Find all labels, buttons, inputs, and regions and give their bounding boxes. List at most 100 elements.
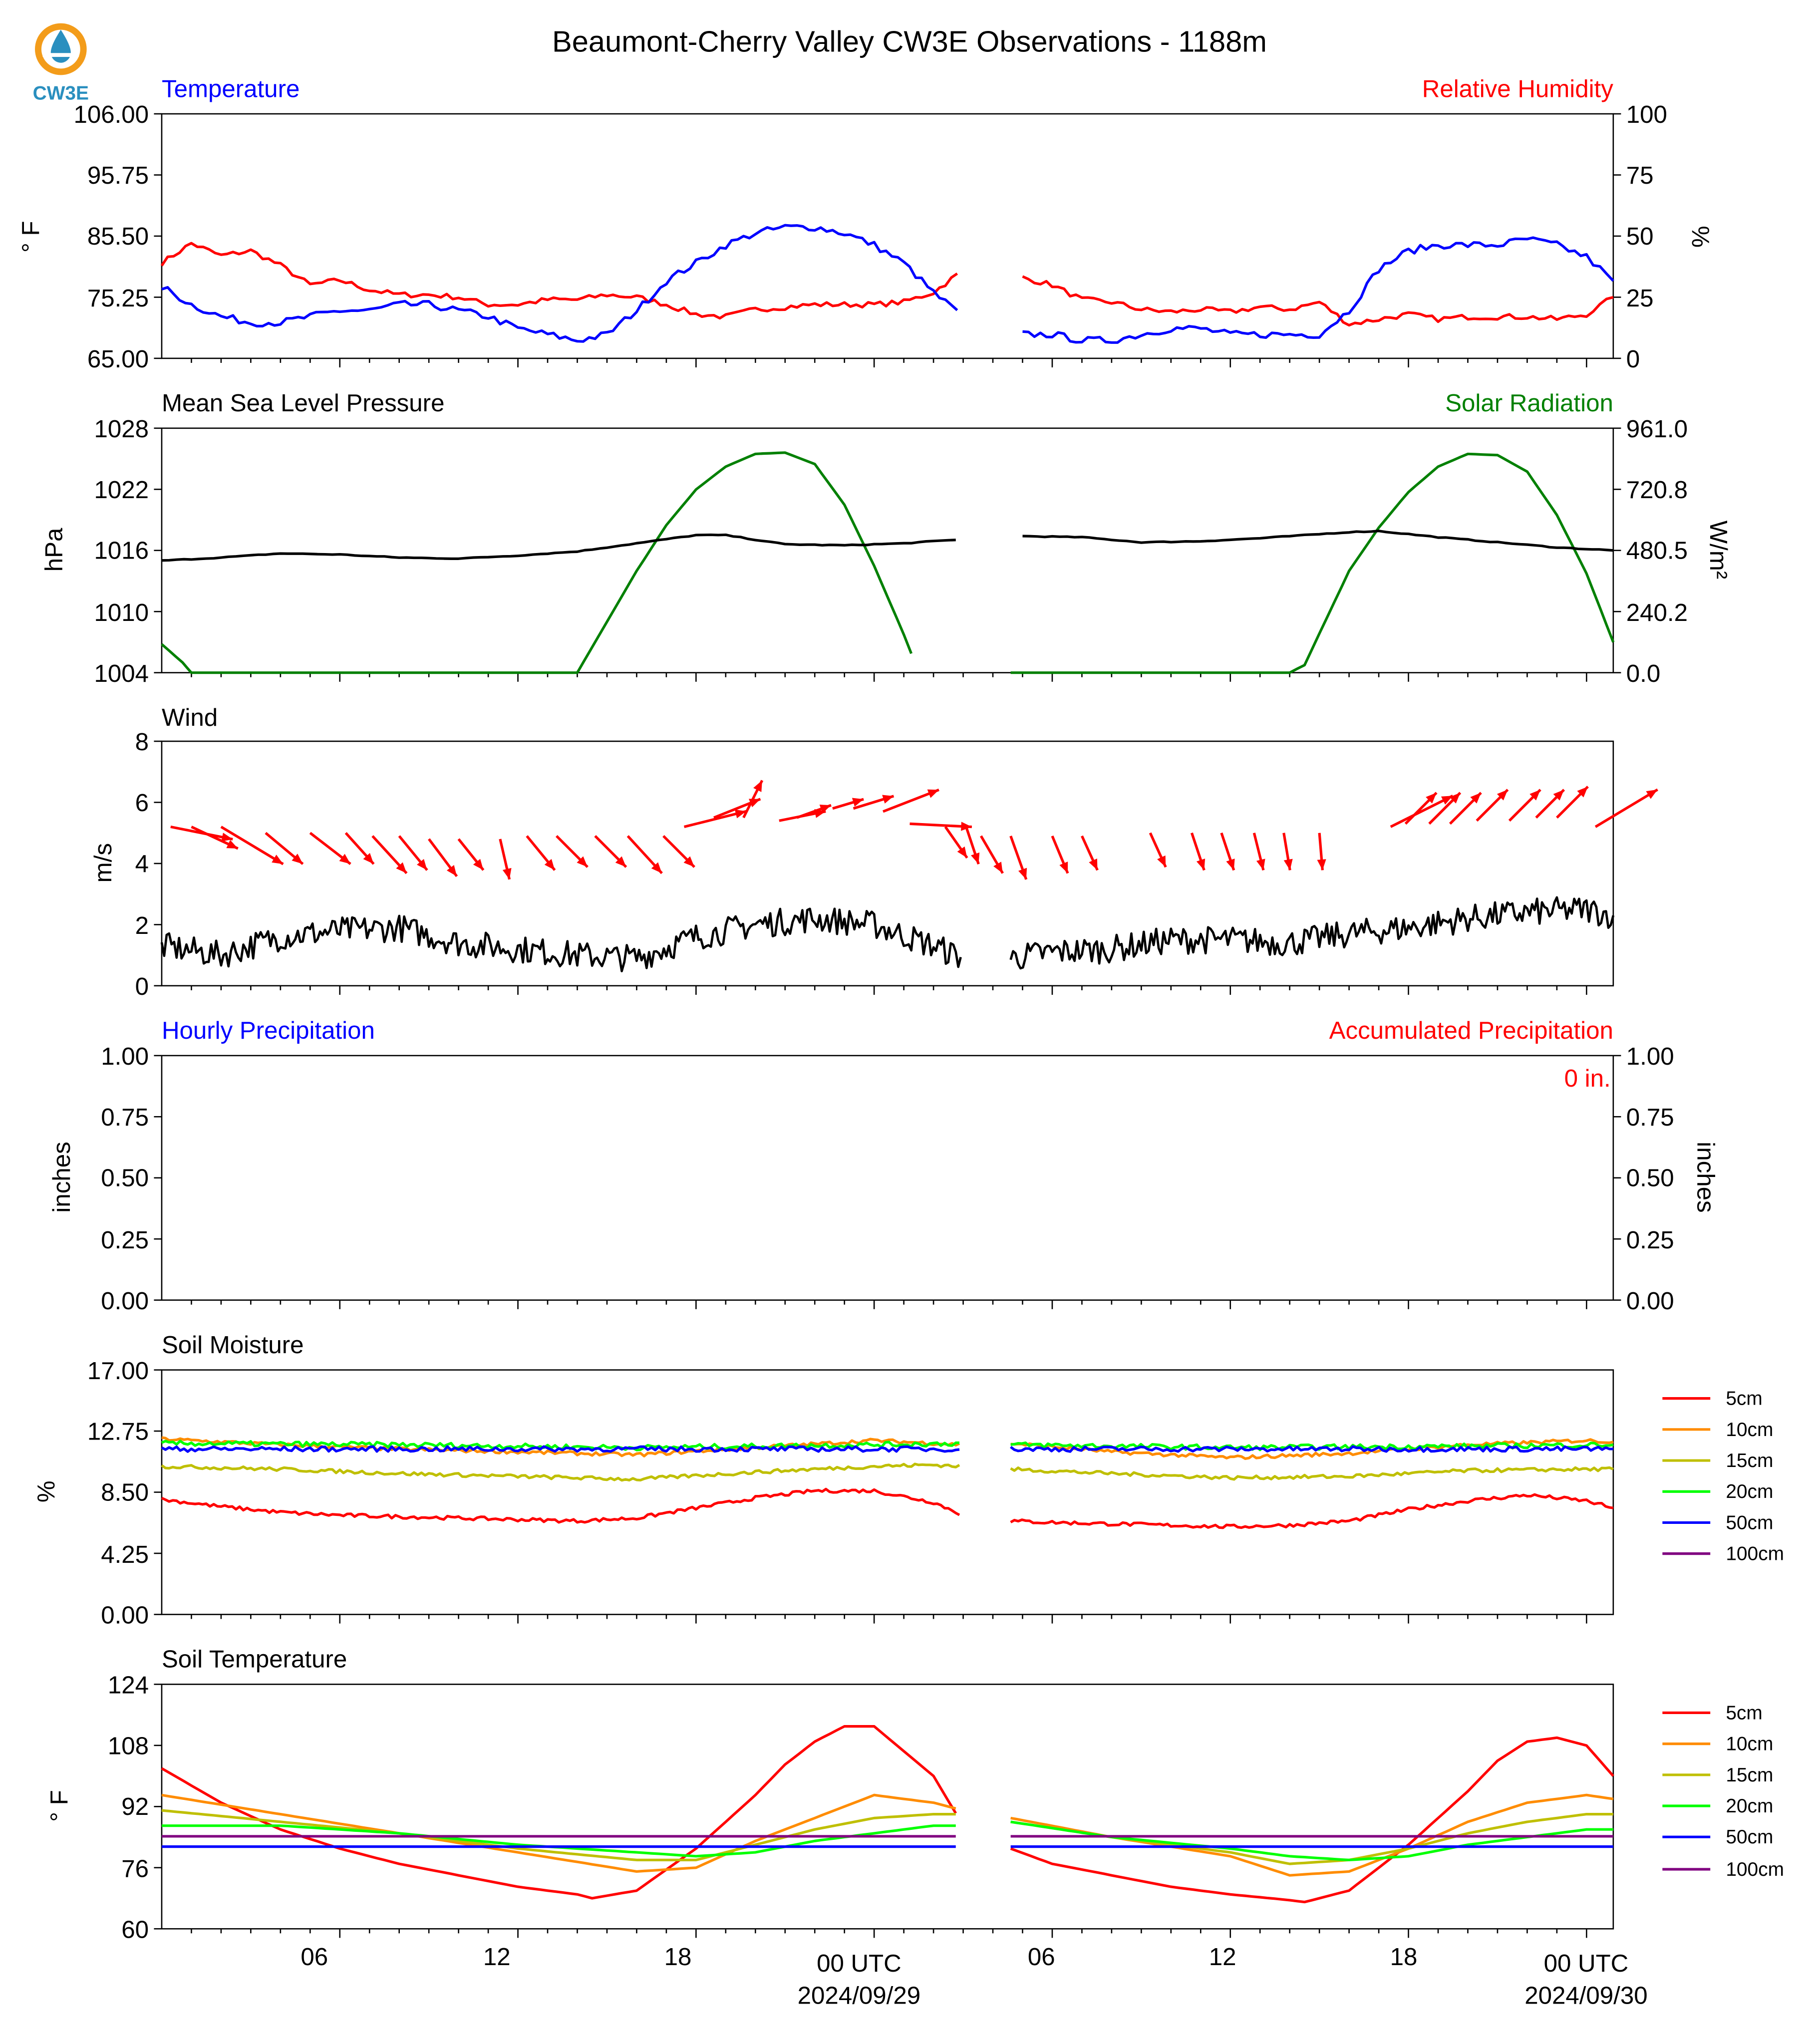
accum-ytick-2: 0.50 <box>1626 1164 1674 1192</box>
series-line-15cm <box>161 1462 960 1482</box>
wind-arrow-head <box>753 780 762 792</box>
wind-arrow-head <box>1553 790 1564 801</box>
humidity-ytick-2: 50 <box>1626 223 1654 250</box>
wind-arrow-head <box>927 789 939 798</box>
series-line-mean-sea-level-pressure <box>161 533 956 562</box>
wind-arrow-head <box>226 840 238 849</box>
wind-arrow-head <box>1529 790 1540 801</box>
soil-moisture-yaxis-label: % <box>32 1480 60 1502</box>
soil-temp-legend-10cm: 10cm <box>1726 1734 1773 1755</box>
series-line-10cm <box>161 1436 960 1457</box>
solar-ytick-4: 0.0 <box>1626 660 1660 687</box>
wind-arrow-head <box>683 856 695 868</box>
wind-arrow-head <box>502 868 512 879</box>
wind-arrow-head <box>363 853 374 864</box>
temperature-title: Temperature <box>162 75 300 102</box>
solar-title: Solar Radiation <box>1445 389 1613 417</box>
soil-moisture-plot-frame <box>161 1369 1614 1615</box>
pressure-ytick-3: 1010 <box>94 599 149 626</box>
wind-arrow-head <box>1196 859 1206 871</box>
temperature-ytick-1: 95.75 <box>87 162 149 189</box>
soil-temp-title: Soil Temperature <box>162 1646 347 1673</box>
precip-ytick-4: 0.00 <box>101 1287 149 1315</box>
soil-moisture-legend-10cm: 10cm <box>1726 1419 1773 1441</box>
series-line-relative-humidity <box>1022 275 1614 327</box>
wind-arrow-head <box>339 854 351 864</box>
series-line-50cm <box>161 1445 960 1453</box>
wind-arrow-head <box>1089 858 1098 871</box>
wind-arrow-head <box>960 822 972 831</box>
series-line-5cm <box>1010 1493 1614 1529</box>
solar-yaxis-label: W/m² <box>1705 521 1732 580</box>
humidity-ytick-4: 0 <box>1626 345 1640 373</box>
series-line-10cm <box>161 1793 956 1873</box>
wind-arrow-head <box>473 859 484 871</box>
wind-arrow-head <box>1577 786 1588 798</box>
x-tick-label: 12 <box>483 1943 511 1971</box>
wind-arrow-head <box>993 862 1003 873</box>
wind-arrow-head <box>957 846 967 858</box>
x-tick-date: 2024/09/29 <box>798 1982 920 2010</box>
soil-temp-ytick-1: 108 <box>108 1732 149 1759</box>
wind-arrow-head <box>615 856 626 868</box>
accum-precip-title: Accumulated Precipitation <box>1329 1017 1613 1044</box>
precip-ytick-3: 0.25 <box>101 1226 149 1254</box>
soil-temp-legend-50cm: 50cm <box>1726 1826 1773 1848</box>
wind-arrow-head <box>970 852 980 865</box>
accum-precip-total: 0 in. <box>1564 1065 1611 1092</box>
soil-moisture-ytick-2: 8.50 <box>101 1478 149 1506</box>
wind-arrow-head <box>221 833 233 842</box>
humidity-title: Relative Humidity <box>1422 75 1613 102</box>
pressure-panel: Mean Sea Level Pressure Solar Radiation … <box>40 389 1732 687</box>
soil-moisture-legend-20cm: 20cm <box>1726 1481 1773 1502</box>
wind-ytick-1: 6 <box>135 789 149 817</box>
soil-temp-legend-100cm: 100cm <box>1726 1859 1784 1880</box>
precip-ytick-2: 0.50 <box>101 1164 149 1192</box>
wind-arrow-head <box>1283 859 1293 871</box>
series-line-10cm <box>1010 1438 1614 1460</box>
soil-temp-legend-20cm: 20cm <box>1726 1795 1773 1817</box>
x-tick-label: 06 <box>1028 1943 1055 1971</box>
x-tick-label: 00 UTC <box>817 1950 902 1977</box>
soil-moisture-legend-5cm: 5cm <box>1726 1388 1762 1410</box>
series-line-5cm <box>161 1487 960 1524</box>
series-line-5cm <box>1010 1736 1614 1904</box>
soil-moisture-panel: Soil Moisture 17.00 12.75 8.50 4.25 0.00… <box>32 1331 1784 1629</box>
soil-moisture-ytick-1: 12.75 <box>87 1418 149 1446</box>
temperature-ytick-3: 75.25 <box>87 285 149 312</box>
pressure-ytick-2: 1016 <box>94 537 149 565</box>
pressure-plot-frame <box>161 427 1614 673</box>
wind-ytick-2: 4 <box>135 850 149 877</box>
wind-arrow-head <box>272 855 284 865</box>
wind-plot-frame <box>161 740 1614 987</box>
soil-temp-legend: 5cm 10cm 15cm 20cm 50cm 100cm <box>1662 1702 1784 1880</box>
soil-moisture-legend-15cm: 15cm <box>1726 1450 1773 1471</box>
solar-ytick-2: 480.5 <box>1626 537 1688 565</box>
wind-ytick-0: 8 <box>135 728 149 756</box>
wind-arrow-head <box>651 862 662 873</box>
wind-arrow-head <box>417 859 427 871</box>
humidity-ytick-1: 75 <box>1626 162 1654 189</box>
series-line-20cm <box>1010 1820 1613 1861</box>
x-tick-label: 12 <box>1209 1943 1236 1971</box>
temperature-ytick-0: 106.00 <box>73 101 149 128</box>
wind-arrow-head <box>1497 790 1508 801</box>
soil-temp-plot-frame <box>161 1684 1614 1930</box>
series-line-solar-radiation <box>161 451 913 674</box>
wind-arrow-head <box>544 859 555 871</box>
wind-arrow-head <box>1317 859 1326 871</box>
wind-arrow <box>220 826 284 866</box>
wind-arrow-head <box>1426 793 1437 804</box>
cw3e-logo: CW3E <box>33 23 89 104</box>
series-line-solar-radiation <box>1010 452 1615 674</box>
wind-ytick-4: 0 <box>135 973 149 1000</box>
temperature-panel: Temperature Relative Humidity 106.00 95.… <box>17 75 1714 373</box>
soil-temp-legend-15cm: 15cm <box>1726 1764 1773 1786</box>
series-line-wind-speed <box>160 907 962 972</box>
wind-arrow-head <box>1226 859 1235 871</box>
wind-arrow-head <box>852 798 864 807</box>
soil-temp-yaxis-label: ° F <box>45 1790 73 1821</box>
temperature-ytick-2: 85.50 <box>87 223 149 250</box>
x-tick-label: 18 <box>1390 1943 1418 1971</box>
